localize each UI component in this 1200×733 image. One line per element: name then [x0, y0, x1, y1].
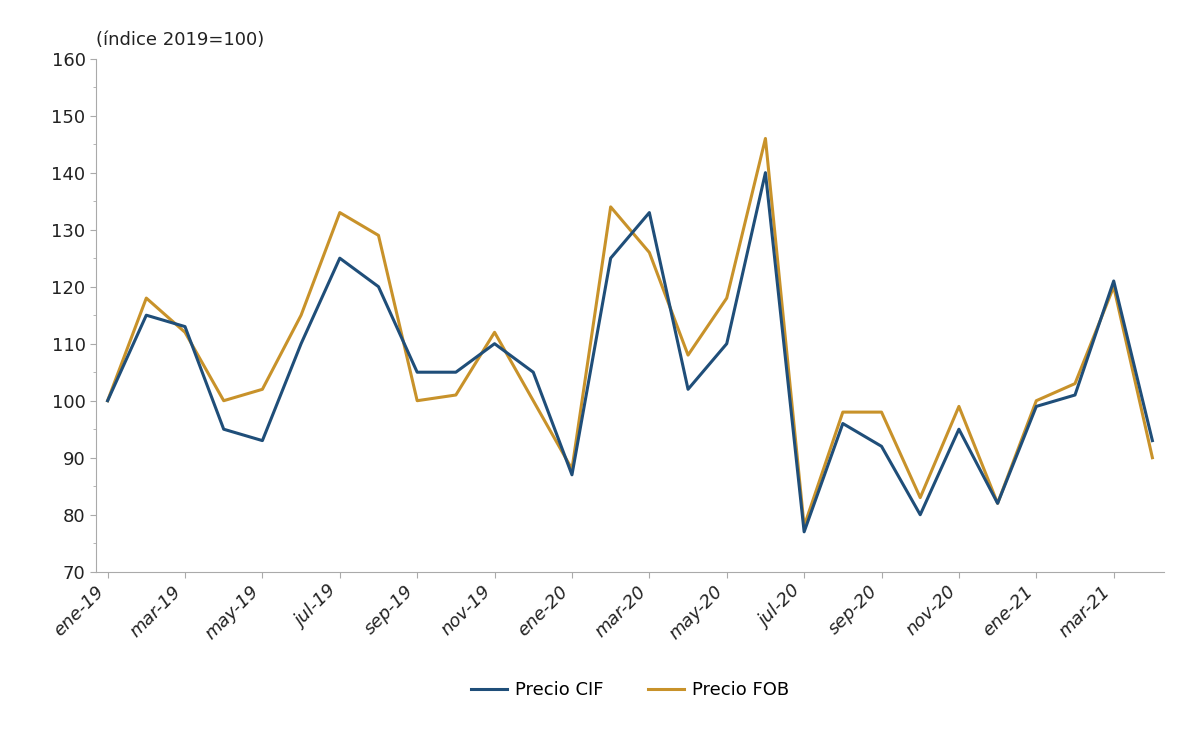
Precio CIF — [642, 208, 656, 217]
Precio CIF — [565, 471, 580, 479]
Precio FOB — [758, 134, 773, 143]
Precio FOB — [797, 522, 811, 531]
Precio FOB — [720, 294, 734, 303]
Precio FOB — [835, 408, 850, 416]
Precio CIF — [1068, 391, 1082, 399]
Precio FOB — [139, 294, 154, 303]
Precio FOB — [1030, 397, 1044, 405]
Precio FOB — [449, 391, 463, 399]
Precio FOB — [332, 208, 347, 217]
Text: (índice 2019=100): (índice 2019=100) — [96, 31, 264, 49]
Precio CIF — [178, 323, 192, 331]
Precio CIF — [604, 254, 618, 262]
Line: Precio FOB: Precio FOB — [108, 139, 1152, 526]
Precio CIF — [913, 510, 928, 519]
Precio FOB — [952, 402, 966, 410]
Precio CIF — [835, 419, 850, 428]
Precio CIF — [139, 311, 154, 320]
Precio CIF — [526, 368, 540, 377]
Precio CIF — [990, 499, 1004, 508]
Line: Precio CIF: Precio CIF — [108, 173, 1152, 532]
Precio FOB — [410, 397, 425, 405]
Precio CIF — [1106, 276, 1121, 285]
Precio CIF — [487, 339, 502, 348]
Precio FOB — [526, 397, 540, 405]
Precio CIF — [449, 368, 463, 377]
Precio CIF — [680, 385, 695, 394]
Precio CIF — [720, 339, 734, 348]
Precio FOB — [875, 408, 889, 416]
Precio FOB — [642, 248, 656, 257]
Precio CIF — [758, 169, 773, 177]
Precio CIF — [1030, 402, 1044, 410]
Precio CIF — [216, 425, 230, 434]
Precio CIF — [952, 425, 966, 434]
Precio FOB — [1106, 282, 1121, 291]
Precio FOB — [1145, 453, 1159, 462]
Precio FOB — [604, 202, 618, 211]
Precio FOB — [680, 350, 695, 359]
Precio CIF — [256, 436, 270, 445]
Precio CIF — [332, 254, 347, 262]
Precio FOB — [565, 465, 580, 474]
Precio FOB — [1068, 379, 1082, 388]
Precio FOB — [487, 328, 502, 336]
Precio FOB — [990, 499, 1004, 508]
Precio FOB — [256, 385, 270, 394]
Precio FOB — [913, 493, 928, 502]
Precio CIF — [294, 339, 308, 348]
Precio FOB — [216, 397, 230, 405]
Precio FOB — [101, 397, 115, 405]
Precio FOB — [294, 311, 308, 320]
Precio CIF — [371, 282, 385, 291]
Precio CIF — [1145, 436, 1159, 445]
Legend: Precio CIF, Precio FOB: Precio CIF, Precio FOB — [464, 674, 796, 707]
Precio CIF — [797, 528, 811, 537]
Precio FOB — [178, 328, 192, 336]
Precio CIF — [101, 397, 115, 405]
Precio CIF — [410, 368, 425, 377]
Precio CIF — [875, 442, 889, 451]
Precio FOB — [371, 231, 385, 240]
